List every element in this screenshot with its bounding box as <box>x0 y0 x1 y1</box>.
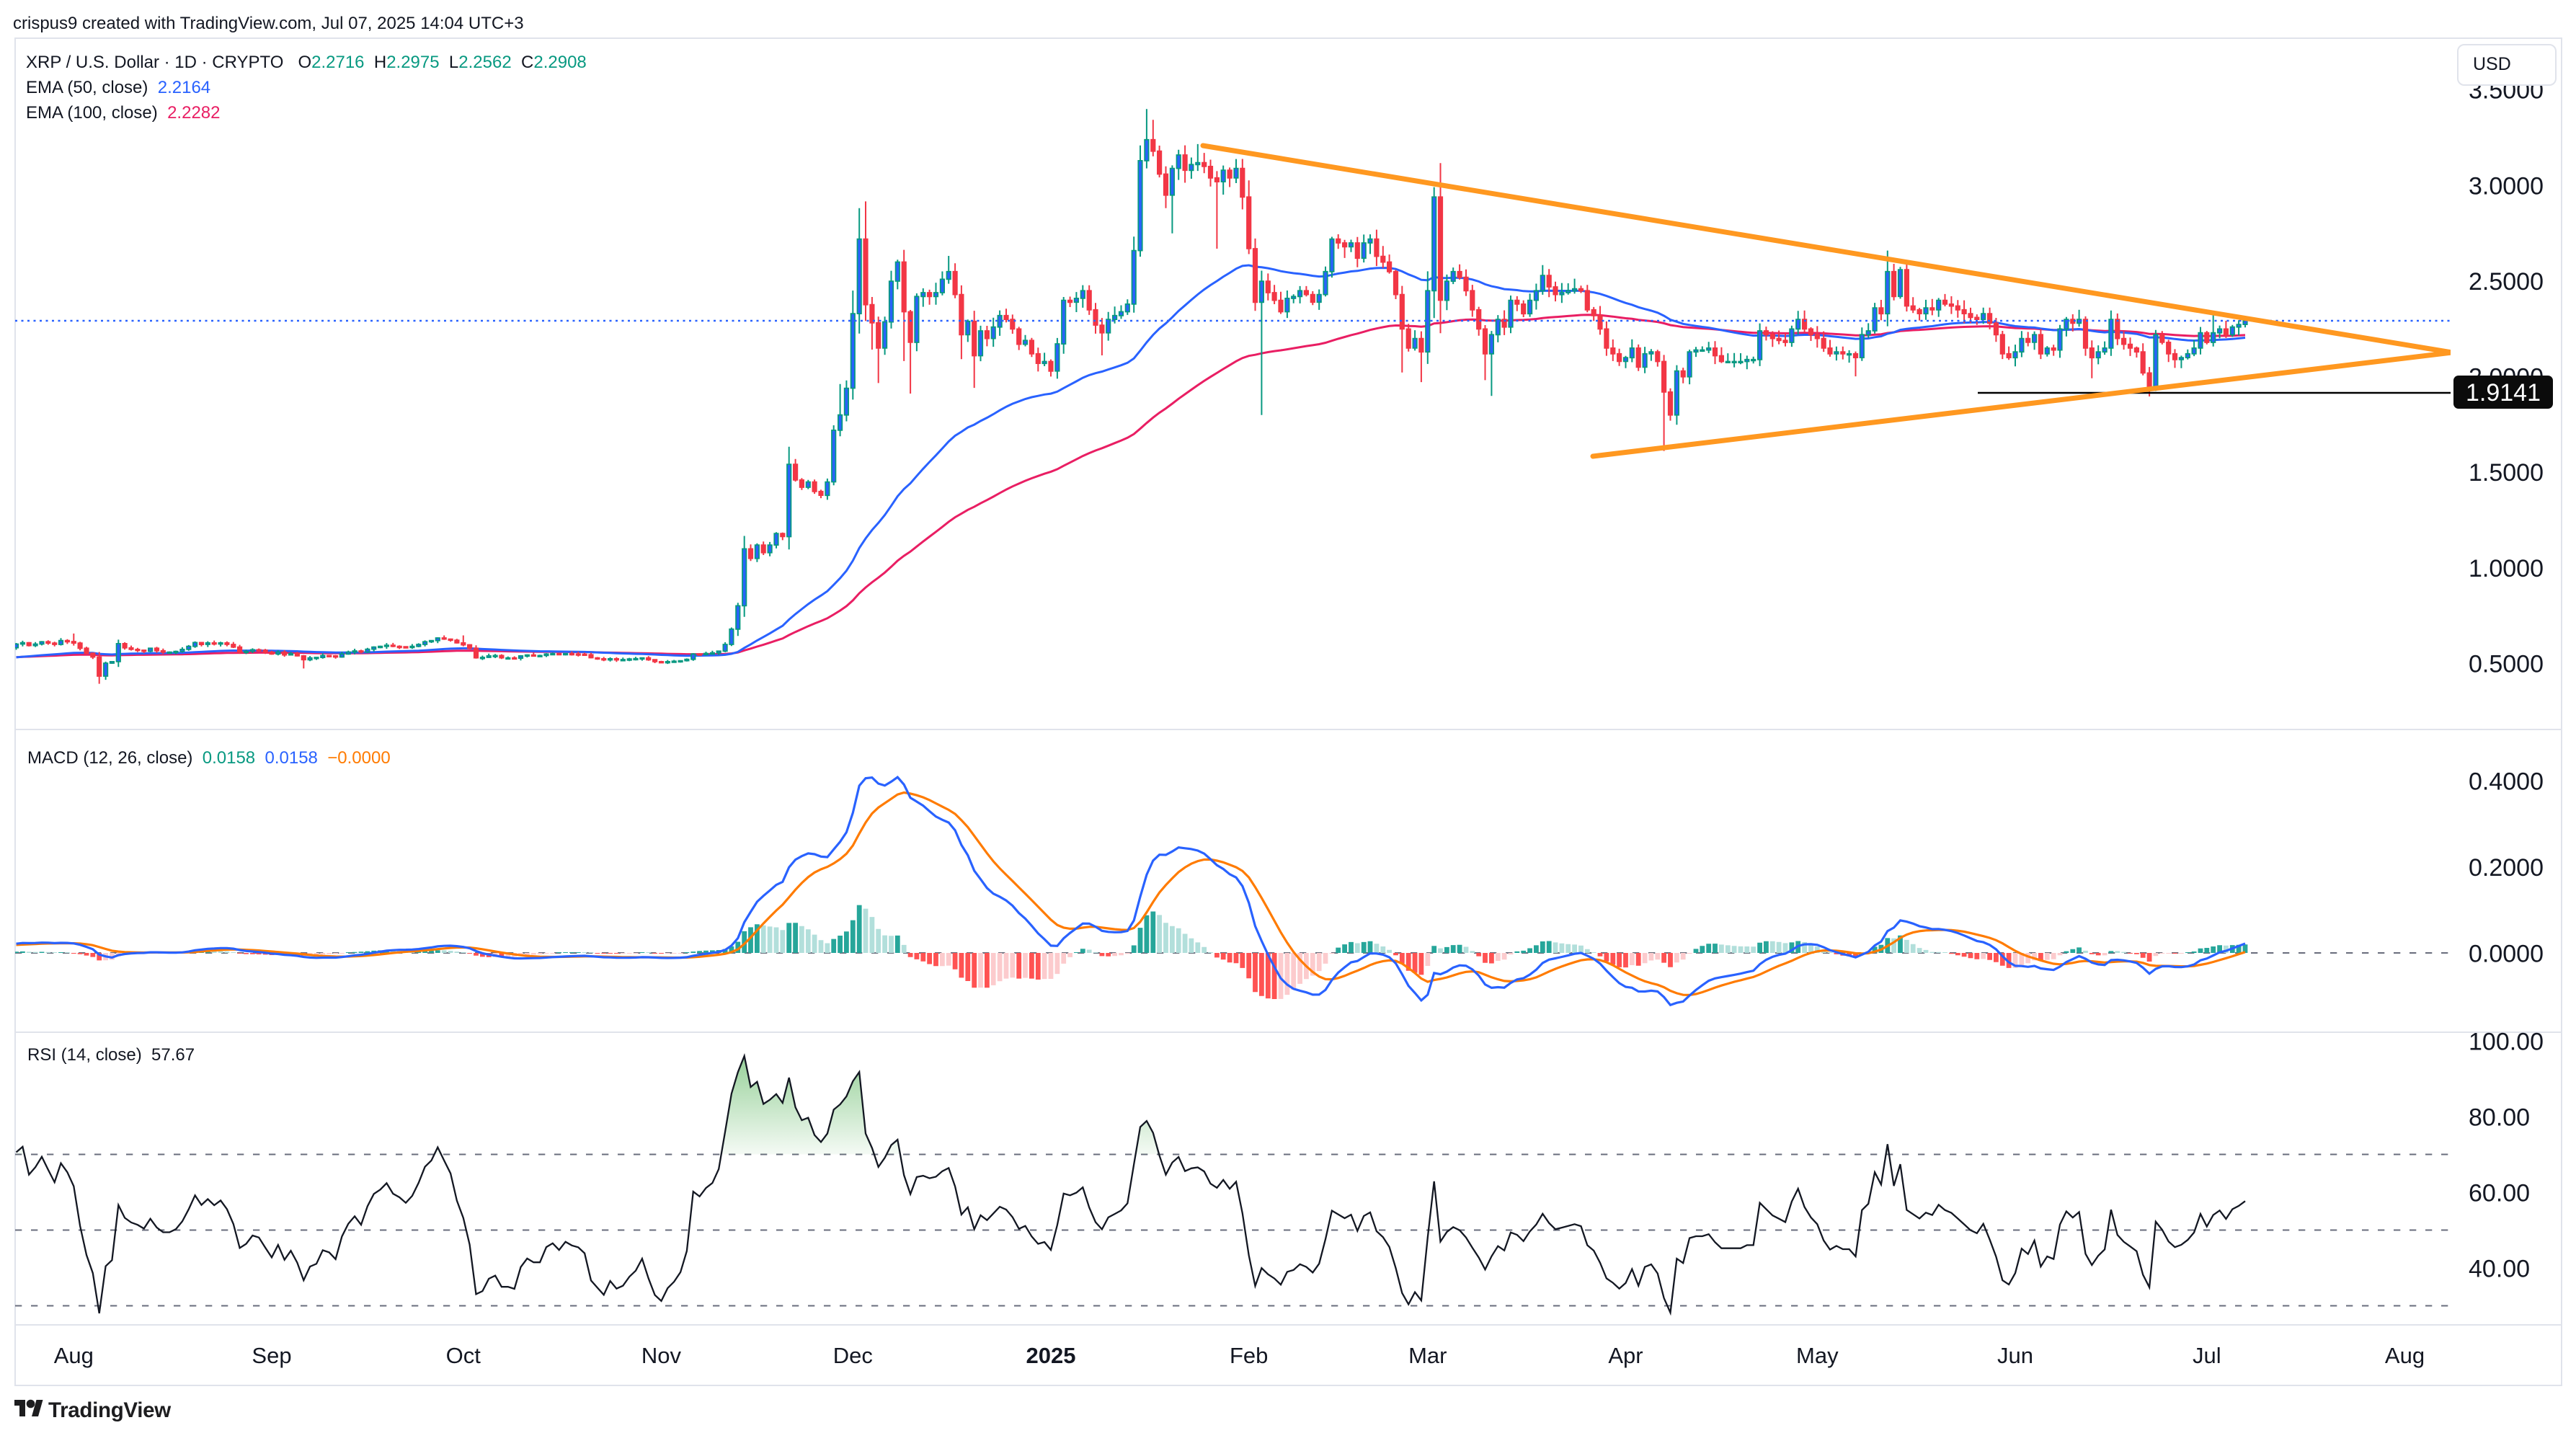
svg-text:RSI (14, close) 57.67: RSI (14, close) 57.67 <box>27 1045 195 1065</box>
svg-text:USD: USD <box>2473 54 2511 74</box>
svg-text:EMA (50, close) 2.2164: EMA (50, close) 2.2164 <box>26 78 210 97</box>
svg-text:100.00: 100.00 <box>2469 1028 2544 1055</box>
svg-text:2.5000: 2.5000 <box>2469 268 2544 296</box>
svg-text:40.00: 40.00 <box>2469 1255 2530 1282</box>
svg-text:60.00: 60.00 <box>2469 1179 2530 1207</box>
svg-text:Dec: Dec <box>833 1343 873 1368</box>
svg-text:Mar: Mar <box>1408 1343 1447 1368</box>
svg-text:Aug: Aug <box>2385 1343 2425 1368</box>
svg-text:TradingView: TradingView <box>48 1398 171 1422</box>
svg-text:Oct: Oct <box>446 1343 481 1368</box>
svg-text:0.0000: 0.0000 <box>2469 940 2544 967</box>
svg-text:crispus9 created with TradingV: crispus9 created with TradingView.com, J… <box>13 14 524 33</box>
svg-text:1.9141: 1.9141 <box>2466 379 2541 407</box>
svg-text:Feb: Feb <box>1230 1343 1268 1368</box>
svg-text:XRP / U.S. Dollar · 1D · CRYPT: XRP / U.S. Dollar · 1D · CRYPTO O2.2716 … <box>26 53 587 72</box>
svg-text:3.0000: 3.0000 <box>2469 172 2544 200</box>
svg-text:1.5000: 1.5000 <box>2469 459 2544 487</box>
svg-text:Apr: Apr <box>1608 1343 1643 1368</box>
svg-text:Aug: Aug <box>54 1343 94 1368</box>
svg-text:EMA (100, close) 2.2282: EMA (100, close) 2.2282 <box>26 103 220 123</box>
svg-text:2025: 2025 <box>1026 1343 1076 1368</box>
svg-text:Sep: Sep <box>252 1343 291 1368</box>
svg-text:80.00: 80.00 <box>2469 1104 2530 1131</box>
svg-text:MACD (12, 26, close) 0.0158: MACD (12, 26, close) 0.0158 0.0158 −0.00… <box>27 748 391 768</box>
svg-text:Jun: Jun <box>1997 1343 2033 1368</box>
svg-text:May: May <box>1796 1343 1839 1368</box>
svg-text:1.0000: 1.0000 <box>2469 555 2544 582</box>
svg-text:0.2000: 0.2000 <box>2469 854 2544 882</box>
svg-text:0.4000: 0.4000 <box>2469 768 2544 795</box>
svg-text:Jul: Jul <box>2193 1343 2221 1368</box>
svg-text:Nov: Nov <box>641 1343 682 1368</box>
svg-text:0.5000: 0.5000 <box>2469 650 2544 678</box>
